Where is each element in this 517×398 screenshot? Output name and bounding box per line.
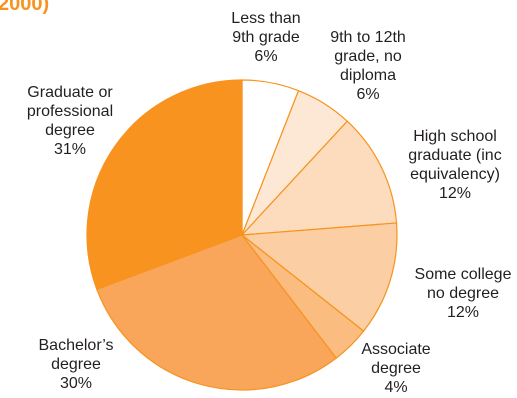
slice-label-line: degree — [371, 360, 421, 377]
slice-label-4: Some college no degree 12% — [415, 265, 512, 322]
slice-label-2: 9th to 12th grade, no diploma 6% — [330, 28, 406, 104]
slice-label-1: Less than 9th grade 6% — [231, 9, 300, 66]
slice-label-line: Some college — [414, 266, 512, 283]
slice-value-label: 6% — [356, 86, 380, 103]
slice-label-line: diploma — [339, 67, 397, 84]
slice-label-line: equivalency) — [410, 166, 500, 183]
slice-value-label: 6% — [254, 48, 278, 65]
pie-slice-7 — [86, 79, 243, 290]
slice-value-label: 12% — [446, 304, 480, 321]
slice-label-line: graduate (inc — [408, 147, 502, 164]
slice-label-line: 9th to 12th — [330, 29, 406, 46]
slice-label-line: degree — [45, 122, 95, 139]
slice-label-line: High school — [413, 128, 497, 145]
slice-label-line: Associate — [361, 341, 431, 358]
slice-label-line: Less than — [231, 10, 301, 27]
slice-label-line: 9th grade — [232, 29, 300, 46]
pie-slice-4 — [241, 222, 398, 332]
slice-label-5: Associate degree 4% — [361, 340, 430, 397]
slice-label-7: Graduate or professional degree 31% — [27, 83, 113, 159]
slice-value-label: 30% — [59, 375, 93, 392]
slice-label-3: High school graduate (inc equivalency) 12% — [408, 127, 501, 203]
pie-slice-6 — [96, 234, 337, 391]
slice-label-line: professional — [26, 103, 114, 120]
slice-label-line: Graduate or — [27, 84, 113, 101]
slice-value-label: 12% — [438, 185, 472, 202]
slice-label-line: degree — [51, 356, 101, 373]
slice-label-line: no degree — [426, 285, 500, 302]
slice-label-line: Bachelor’s — [38, 337, 114, 354]
slice-value-label: 31% — [53, 141, 87, 158]
slice-label-6: Bachelor’s degree 30% — [38, 336, 113, 393]
slice-label-line: grade, no — [334, 48, 402, 65]
chart-title: 2000) — [0, 0, 50, 15]
slice-value-label: 4% — [384, 379, 408, 396]
pie-slice-3 — [241, 120, 398, 236]
